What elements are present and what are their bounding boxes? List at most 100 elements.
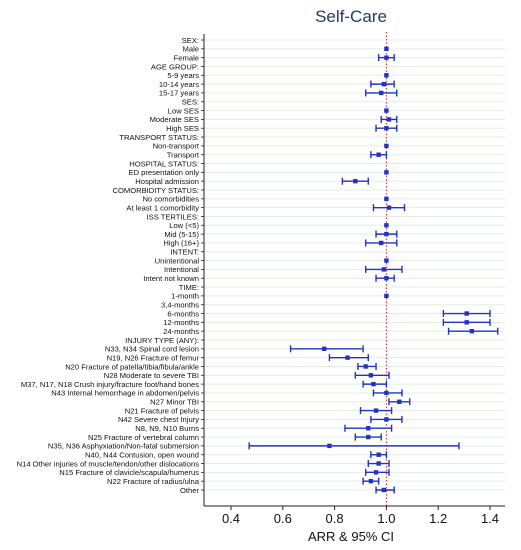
point-estimate xyxy=(381,487,387,493)
x-axis: 0.4 0.6 0.8 1.0 1.2 1.4 xyxy=(201,34,505,526)
y-tick-label: N40, N44 Contusion, open wound xyxy=(85,451,199,460)
y-tick-label: N14 Other injuries of muscle/tendon/othe… xyxy=(17,459,200,468)
point-estimate xyxy=(322,346,327,352)
point-estimate xyxy=(353,178,358,184)
point-estimate xyxy=(464,311,469,316)
point-estimate xyxy=(384,46,389,52)
y-tick-label: Non-transport xyxy=(153,142,200,151)
point-estimate xyxy=(345,355,350,360)
point-estimate xyxy=(384,276,389,281)
y-tick-label: 12-months xyxy=(163,318,199,327)
y-tick-label: Other xyxy=(180,486,199,495)
y-tick-label: 15-17 years xyxy=(159,89,199,98)
x-tick-label: 1.0 xyxy=(377,511,395,526)
y-tick-label: High (16+) xyxy=(163,239,199,248)
y-tick-label: N43 Internal hemorrhage in abdomen/pelvi… xyxy=(51,389,199,398)
y-tick-label: Moderate SES xyxy=(150,115,199,124)
point-estimate xyxy=(386,117,392,122)
point-estimate xyxy=(384,231,389,237)
y-tick-label: N19, N26 Fracture of femur xyxy=(107,353,200,362)
point-estimate xyxy=(384,417,389,422)
y-tick-label: ED presentation only xyxy=(129,168,200,177)
point-estimate xyxy=(386,205,392,210)
y-tick-label: INTENT: xyxy=(170,248,199,257)
point-estimate xyxy=(371,381,376,387)
y-tick-label: 10-14 years xyxy=(159,80,199,89)
point-estimate xyxy=(397,399,402,404)
y-tick-label: N22 Fracture of radius/ulna xyxy=(107,477,200,486)
point-estimate xyxy=(366,434,371,440)
y-tick-label: N27 Minor TBI xyxy=(150,398,199,407)
y-tick-label: N15 Fracture of clavicle/scapula/humerus xyxy=(59,468,199,477)
y-tick-label: 1-month xyxy=(171,292,199,301)
y-tick-label: Female xyxy=(174,53,199,62)
y-tick-label: Low SES xyxy=(168,106,199,115)
y-tick-label: TRANSPORT STATUS: xyxy=(119,133,199,142)
point-estimate xyxy=(376,452,381,457)
x-tick-label: 1.4 xyxy=(481,511,499,526)
y-tick-label: N33, N34 Spinal cord lesion xyxy=(105,345,199,354)
point-estimate xyxy=(384,258,389,263)
y-tick-label: N25 Fracture of vertebral column xyxy=(88,433,199,442)
gridlines xyxy=(204,39,505,491)
point-estimate xyxy=(376,461,381,466)
y-tick-label: SEX: xyxy=(182,36,199,45)
point-estimate xyxy=(384,55,389,60)
point-estimate xyxy=(384,170,389,175)
y-tick-label: HOSPITAL STATUS: xyxy=(129,159,199,168)
y-tick-label: N28 Moderate to severe TBI xyxy=(104,371,199,380)
x-axis-label: ARR & 95% CI xyxy=(308,529,394,544)
point-estimate xyxy=(381,267,387,272)
y-tick-label: N21 Fracture of pelvis xyxy=(125,406,199,415)
point-estimate xyxy=(464,320,469,325)
point-estimate xyxy=(384,143,389,149)
y-tick-label: Mid (5-15) xyxy=(164,230,199,239)
y-tick-label: Intent not known xyxy=(143,274,199,283)
y-tick-label: Transport xyxy=(167,151,200,160)
chart-title: Self-Care xyxy=(315,7,387,26)
point-estimate xyxy=(368,478,374,484)
y-tick-label: Male xyxy=(183,45,199,54)
y-tick-label: N20 Fracture of patella/tibia/fibula/ank… xyxy=(65,362,199,371)
y-tick-label: TIME: xyxy=(179,283,199,292)
point-estimate xyxy=(384,73,389,78)
point-estimate xyxy=(379,240,384,246)
y-tick-label: ISS TERTILES: xyxy=(147,212,199,221)
point-estimate xyxy=(381,81,387,87)
point-estimate xyxy=(384,390,389,396)
y-tick-label: 6-months xyxy=(167,309,199,318)
y-tick-label: INJURY TYPE (ANY): xyxy=(125,336,199,345)
point-estimate xyxy=(379,90,384,96)
y-tick-label: SES: xyxy=(182,98,199,107)
y-tick-label: High SES xyxy=(166,124,199,133)
y-tick-label: 5-9 years xyxy=(167,71,199,80)
point-estimate xyxy=(384,108,389,113)
point-estimate xyxy=(373,470,379,475)
point-estimate xyxy=(384,293,389,299)
y-tick-label: COMORBIDITY STATUS: xyxy=(113,186,200,195)
y-tick-label: 24-months xyxy=(163,327,199,336)
x-tick-label: 1.2 xyxy=(429,511,447,526)
x-tick-label: 0.6 xyxy=(274,511,292,526)
y-tick-label: No comorbidities xyxy=(142,195,199,204)
y-tick-label: M37, N17, N18 Crush injury/fracture foot… xyxy=(21,380,199,389)
y-tick-label: Hospital admission xyxy=(135,177,199,186)
point-estimate xyxy=(366,426,371,431)
point-estimate xyxy=(363,364,368,369)
x-tick-label: 0.8 xyxy=(326,511,344,526)
y-tick-label: N35, N36 Asphyxiation/Non-fatal submersi… xyxy=(48,442,199,451)
point-estimate xyxy=(327,443,332,449)
y-tick-label: Intentional xyxy=(164,265,199,274)
point-estimate xyxy=(469,328,475,334)
y-tick-label: Low (<5) xyxy=(169,221,199,230)
point-estimate xyxy=(376,152,381,157)
point-estimate xyxy=(384,126,389,131)
y-tick-label: AGE GROUP: xyxy=(151,62,199,71)
confidence-intervals xyxy=(248,46,499,494)
y-tick-label: At least 1 comorbidity xyxy=(126,203,199,212)
x-tick-label: 0.4 xyxy=(222,511,240,526)
point-estimate xyxy=(384,196,389,202)
